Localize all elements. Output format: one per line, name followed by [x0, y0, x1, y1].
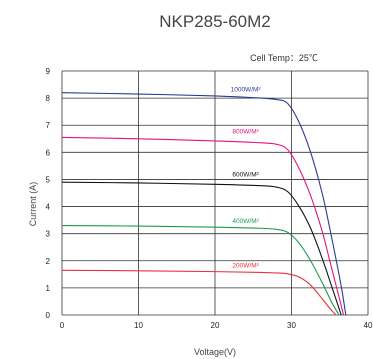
series-label-4: 200W/M² — [232, 263, 259, 270]
y-tick-label: 4 — [46, 203, 51, 212]
y-tick-label: 3 — [46, 230, 51, 239]
y-tick-label: 8 — [46, 94, 51, 103]
series-line-1 — [61, 136, 345, 316]
plot-area: 0 1 2 3 4 5 6 7 8 9 0 10 20 30 40 1000W/M² 800W/M² 600W/M… — [46, 67, 373, 330]
chart-title: NKP285-60M2 — [159, 12, 271, 31]
y-tick-label: 1 — [46, 284, 51, 293]
series-label-0: 1000W/M² — [231, 86, 262, 93]
series-line-3 — [61, 224, 340, 316]
x-tick-label: 0 — [60, 321, 65, 330]
series-label-2: 600W/M² — [232, 172, 259, 179]
x-tick-label: 40 — [364, 321, 373, 330]
cell-temp-annotation: Cell Temp：25℃ — [250, 53, 318, 63]
series-line-0 — [61, 92, 347, 316]
x-tick-label: 10 — [134, 321, 143, 330]
y-tick-label: 7 — [46, 121, 51, 130]
y-tick-label: 2 — [46, 257, 51, 266]
x-axis-label: Voltage(V) — [194, 347, 236, 357]
y-tick-label: 0 — [46, 311, 51, 320]
series-label-3: 400W/M² — [232, 218, 259, 225]
y-tick-label: 5 — [46, 175, 51, 184]
series-label-1: 800W/M² — [232, 128, 259, 135]
y-axis-label: Current (A) — [28, 182, 38, 227]
series-line-4 — [61, 269, 337, 316]
y-tick-label: 6 — [46, 148, 51, 157]
x-tick-label: 30 — [287, 321, 296, 330]
y-tick-label: 9 — [46, 67, 51, 76]
x-tick-label: 20 — [211, 321, 220, 330]
series-line-2 — [61, 181, 342, 316]
